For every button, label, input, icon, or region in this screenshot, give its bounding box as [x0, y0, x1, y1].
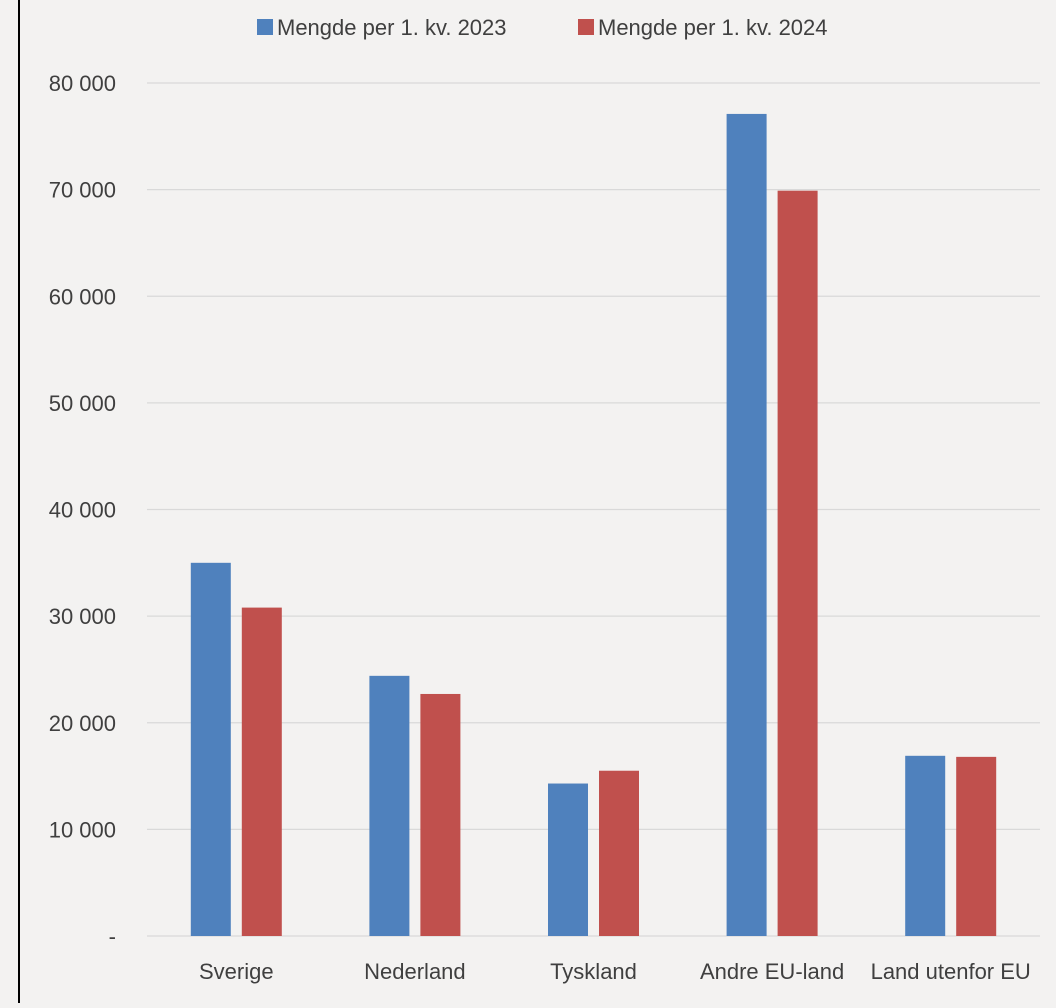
x-axis-tick-labels: Sverige Nederland Tyskland Andre EU-land Lan…: [199, 959, 1031, 984]
bar: [777, 190, 818, 936]
y-tick-label: 60 000: [49, 284, 116, 309]
y-tick-label: 70 000: [49, 178, 116, 203]
y-tick-label: 80 000: [49, 71, 116, 96]
bar: [190, 562, 231, 936]
y-tick-label: 50 000: [49, 391, 116, 416]
x-tick-label: Andre EU-land: [700, 959, 844, 984]
bar: [548, 783, 588, 936]
y-axis-tick-labels: - 10 000 20 000 30 000 40 000 50 000 60 000 70 …: [49, 71, 116, 949]
bar: [599, 770, 639, 936]
legend-swatch: [257, 19, 273, 35]
y-tick-label: 20 000: [49, 711, 116, 736]
legend: Mengde per 1. kv. 2023 Mengde per 1. kv. …: [257, 15, 828, 40]
x-tick-label: Land utenfor EU: [871, 959, 1031, 984]
bar: [905, 755, 946, 936]
x-tick-label: Tyskland: [550, 959, 637, 984]
legend-swatch: [578, 19, 594, 35]
y-tick-label: 40 000: [49, 498, 116, 523]
bars: [190, 113, 997, 936]
bar: [241, 607, 282, 936]
x-tick-label: Nederland: [364, 959, 466, 984]
y-tick-label: -: [109, 924, 116, 949]
gridlines: [147, 82, 1040, 937]
x-tick-label: Sverige: [199, 959, 274, 984]
legend-label: Mengde per 1. kv. 2024: [598, 15, 828, 40]
bar: [956, 756, 997, 936]
y-tick-label: 30 000: [49, 604, 116, 629]
bar: [369, 675, 410, 936]
bar: [726, 113, 767, 936]
bar: [420, 693, 461, 936]
legend-label: Mengde per 1. kv. 2023: [277, 15, 507, 40]
y-tick-label: 10 000: [49, 817, 116, 842]
